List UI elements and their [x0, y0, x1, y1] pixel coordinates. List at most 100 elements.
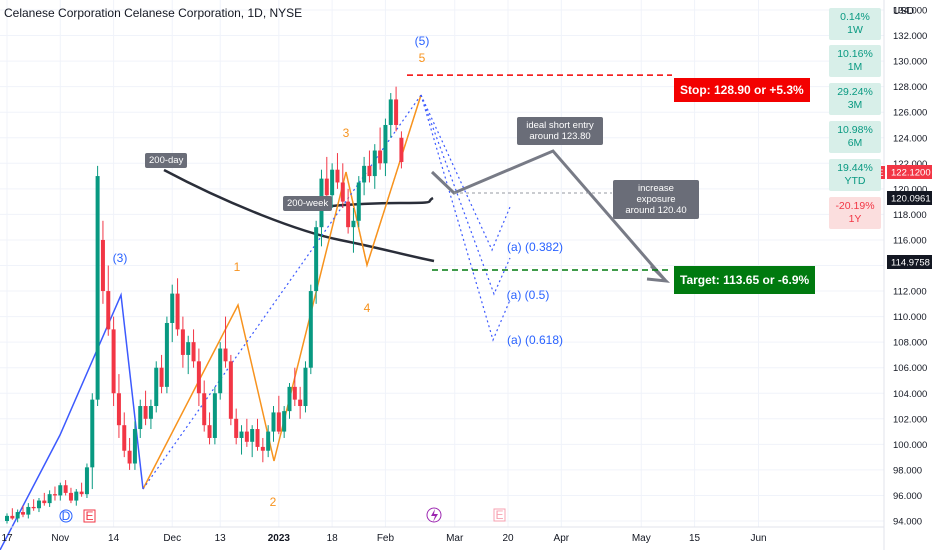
candle-body	[154, 367, 159, 407]
candle-body	[84, 467, 89, 495]
y-tick-label: 108.000	[893, 338, 927, 349]
y-tick-label: 120.000	[893, 184, 927, 195]
candle-body	[351, 220, 356, 228]
x-tick-label: Feb	[377, 533, 395, 544]
wave-label-4: 4	[364, 301, 371, 315]
candle-body	[276, 412, 281, 432]
x-tick-label: May	[632, 533, 651, 544]
candle-body	[122, 425, 127, 451]
candle-body	[218, 348, 223, 394]
candle-body	[330, 169, 335, 196]
candle-body	[207, 425, 212, 438]
y-tick-label: 104.000	[893, 389, 927, 400]
perf-period: 1W	[847, 24, 863, 36]
price-levels	[407, 74, 672, 271]
candle-body	[180, 329, 185, 355]
candle-body	[15, 512, 20, 519]
fib-projection-0	[420, 94, 511, 252]
x-tick-label: 20	[502, 533, 514, 544]
ma-slow-tag: 114.9758	[891, 258, 930, 269]
entry-note: ideal short entry around 123.80	[517, 117, 603, 145]
orange-dotted-trend	[345, 94, 422, 268]
x-tick-label: Nov	[51, 533, 69, 544]
price-axis: 94.000 96.000 98.000 100.000 102.000 104.000 1…	[868, 0, 932, 550]
y-tick-label: 118.000	[893, 210, 927, 221]
projection-arrowhead	[646, 264, 671, 283]
candle-body	[58, 485, 63, 496]
candle-body	[383, 124, 388, 164]
candle-body	[159, 367, 164, 387]
x-tick-label: 14	[108, 533, 120, 544]
candle-body	[260, 446, 265, 451]
x-tick-label: 13	[215, 533, 227, 544]
perf-cell-ytd[interactable]: 19.44% YTD	[829, 159, 881, 191]
candle-body	[335, 169, 340, 183]
x-tick-label: Jun	[750, 533, 766, 544]
x-tick-label: 15	[689, 533, 701, 544]
candle-body	[79, 491, 84, 495]
candle-body	[346, 201, 351, 228]
currency-label: USD	[893, 6, 915, 17]
perf-value: 19.44%	[837, 162, 873, 174]
candle-body	[394, 99, 399, 125]
candle-body	[68, 492, 73, 501]
y-tick-label: 130.000	[893, 57, 927, 68]
candle-body	[255, 429, 260, 447]
y-tick-label: 126.000	[893, 108, 927, 119]
x-tick-label: 2023	[268, 533, 291, 544]
y-tick-label: 128.000	[893, 82, 927, 93]
projection-path	[430, 149, 667, 281]
perf-value: -20.19%	[835, 200, 875, 212]
y-tick-label: 98.000	[893, 465, 922, 476]
x-tick-label: 17	[1, 533, 13, 544]
candle-body	[164, 322, 169, 387]
candle-body	[20, 512, 25, 515]
candle-body	[138, 406, 143, 430]
y-tick-label: 112.000	[893, 287, 927, 298]
candle-body	[399, 137, 404, 163]
candle-body	[372, 150, 377, 177]
candle-body	[100, 239, 105, 292]
y-tick-label: 116.000	[893, 235, 927, 246]
candle-body	[234, 418, 239, 438]
candle-body	[250, 429, 255, 442]
entry-note-line1: ideal short entry	[526, 120, 594, 131]
candlestick-series	[5, 86, 404, 524]
candle-body	[186, 342, 191, 355]
x-tick-label: Apr	[554, 533, 570, 544]
last-price-tag: 122.1200	[891, 168, 931, 179]
candle-body	[63, 485, 68, 493]
exposure-note: increase exposure around 120.40	[613, 180, 699, 219]
wave-label-3: 3	[343, 126, 350, 140]
wave-label-2: 2	[270, 495, 277, 509]
perf-cell-1m[interactable]: 10.16% 1M	[829, 45, 881, 77]
target-badge[interactable]: Target: 113.65 or -6.9%	[674, 266, 816, 294]
perf-cell-3m[interactable]: 29.24% 3M	[829, 83, 881, 115]
candle-body	[5, 515, 9, 521]
candle-body	[271, 412, 276, 432]
candle-body	[148, 406, 153, 419]
candle-body	[239, 431, 244, 438]
candle-body	[143, 406, 148, 419]
earnings-marker-box	[83, 509, 96, 523]
perf-cell-6m[interactable]: 10.98% 6M	[829, 121, 881, 153]
exposure-note-line1: increase exposure	[636, 183, 676, 205]
perf-period: 3M	[847, 99, 863, 111]
perf-cell-1w[interactable]: 0.14% 1W	[829, 8, 881, 40]
candle-body	[287, 386, 292, 412]
candle-body	[95, 176, 100, 400]
candle-body	[308, 291, 313, 368]
y-tick-label: 132.000	[893, 31, 927, 42]
fib-label-0: (a) (0.382)	[507, 240, 563, 254]
stop-badge[interactable]: Stop: 128.90 or +5.3%	[674, 78, 810, 102]
perf-cell-1y[interactable]: -20.19% 1Y	[829, 197, 881, 229]
candle-body	[31, 506, 36, 509]
candle-body	[303, 367, 308, 407]
dividend-marker: D	[62, 509, 71, 523]
y-tick-label: 122.000	[893, 159, 927, 170]
x-tick-label: Mar	[446, 533, 464, 544]
candle-body	[292, 386, 297, 400]
fib-label-1: (a) (0.5)	[507, 288, 550, 302]
candle-body	[132, 429, 137, 464]
